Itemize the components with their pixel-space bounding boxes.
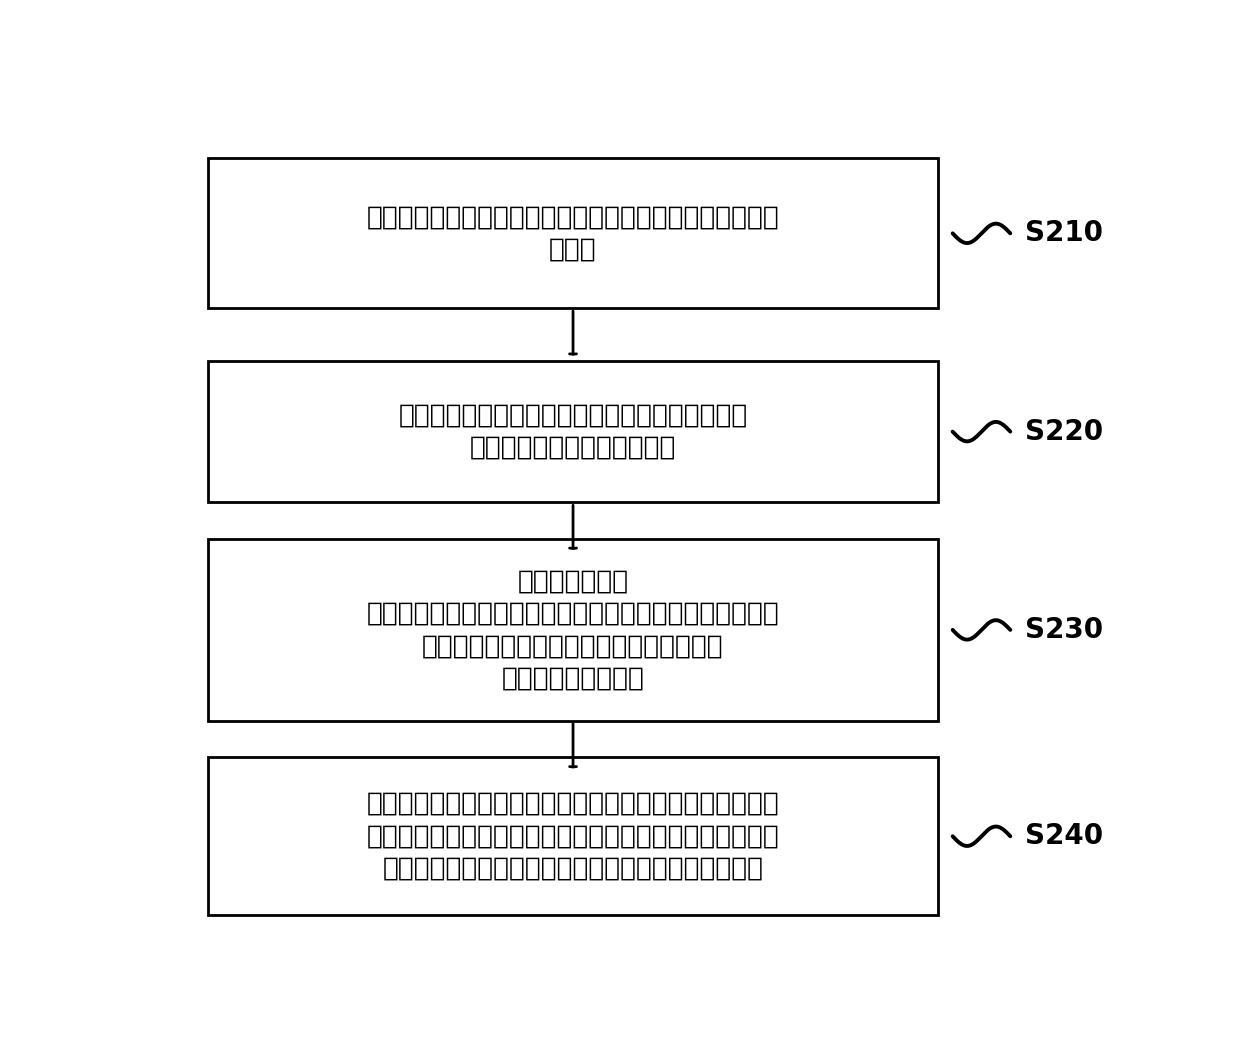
Text: 取所述待评估光子能谱内各个子能谱区间的: 取所述待评估光子能谱内各个子能谱区间的 — [423, 633, 724, 659]
Text: 分别将超热中子束流中的待评估中子能谱与待评估: 分别将超热中子束流中的待评估中子能谱与待评估 — [398, 403, 748, 429]
FancyBboxPatch shape — [208, 159, 939, 308]
Text: 公式，以获得第一曲线数据与第二曲线数据，以及，将所述: 公式，以获得第一曲线数据与第二曲线数据，以及，将所述 — [367, 823, 780, 849]
Text: 第二注量代入第三深度剂量公式，以获得第三曲线数据: 第二注量代入第三深度剂量公式，以获得第三曲线数据 — [382, 856, 764, 882]
Text: 量公式: 量公式 — [549, 236, 596, 263]
FancyBboxPatch shape — [208, 360, 939, 502]
Text: 光子能谱分成多个子能谱区间: 光子能谱分成多个子能谱区间 — [470, 435, 676, 461]
Text: 注量，作为第二注量: 注量，作为第二注量 — [502, 665, 645, 692]
FancyBboxPatch shape — [208, 539, 939, 721]
Text: S240: S240 — [1024, 822, 1102, 850]
Text: S230: S230 — [1024, 616, 1102, 644]
FancyBboxPatch shape — [208, 758, 939, 915]
Text: S210: S210 — [1024, 220, 1102, 247]
Text: 中子能谱内各个子能谱区间的注量，作为第一注量，以及获: 中子能谱内各个子能谱区间的注量，作为第一注量，以及获 — [367, 600, 780, 626]
Text: 分别将所述第一注量代入第一深度剂量公式与第二深度剂量: 分别将所述第一注量代入第一深度剂量公式与第二深度剂量 — [367, 790, 780, 817]
Text: S220: S220 — [1024, 417, 1102, 446]
Text: 获取所述待评估: 获取所述待评估 — [517, 569, 629, 594]
Text: 构建第一深度剂量公式、第二深度剂量公式以及第三深度剂: 构建第一深度剂量公式、第二深度剂量公式以及第三深度剂 — [367, 204, 780, 230]
